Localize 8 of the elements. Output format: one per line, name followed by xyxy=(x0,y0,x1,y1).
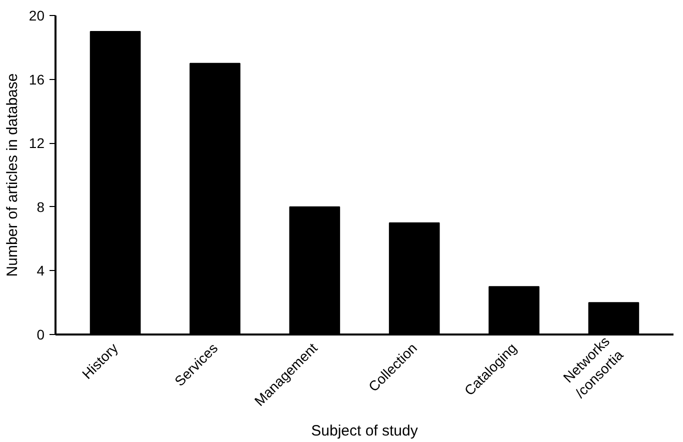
y-tick-label: 0 xyxy=(36,326,45,342)
y-tick-label: 8 xyxy=(36,198,45,215)
y-tick-label: 4 xyxy=(36,262,45,279)
x-axis-title: Subject of study xyxy=(311,422,418,440)
y-axis-title: Number of articles in database xyxy=(4,73,21,277)
y-tick-label: 12 xyxy=(28,135,45,152)
y-tick-label: 16 xyxy=(28,71,45,88)
y-tick-label: 20 xyxy=(28,8,45,24)
